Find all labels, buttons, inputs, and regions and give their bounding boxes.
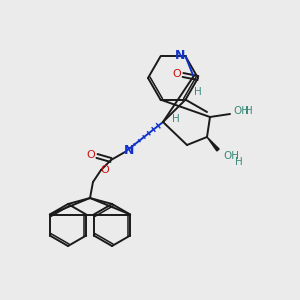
Text: N: N [124,145,134,158]
Polygon shape [207,137,219,151]
Text: H: H [245,106,253,116]
Text: OH: OH [223,151,239,161]
Text: O: O [100,165,109,175]
Text: O: O [172,69,182,79]
Text: H: H [172,114,180,124]
Text: OH: OH [233,106,249,116]
Text: O: O [87,150,95,160]
Text: N: N [175,49,186,62]
Text: H: H [194,87,201,97]
Text: H: H [235,157,243,167]
